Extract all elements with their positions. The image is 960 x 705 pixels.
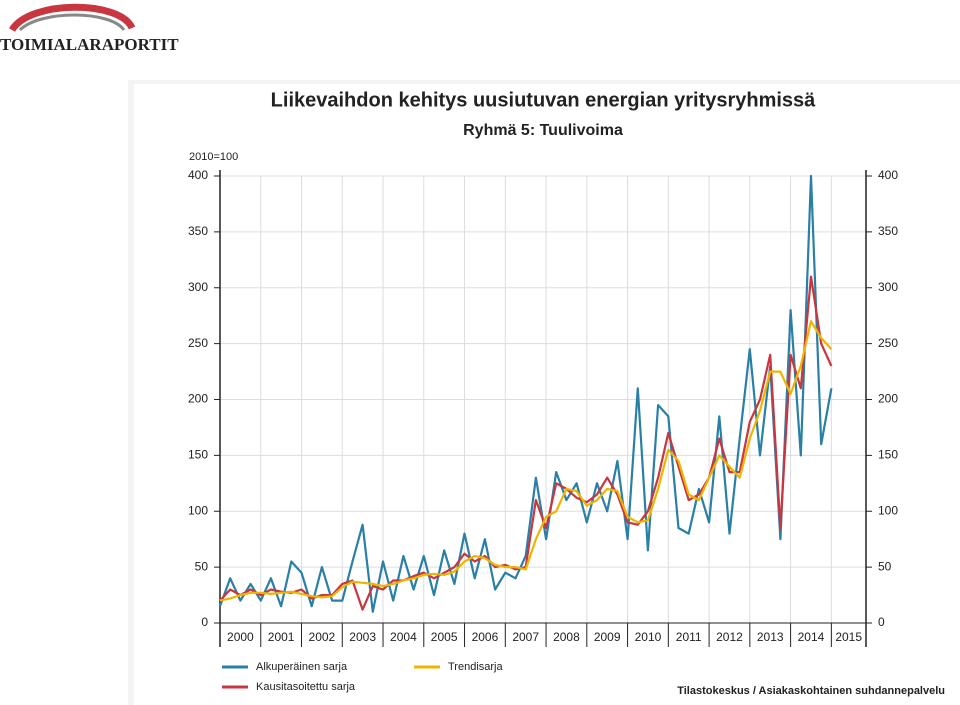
legend-label: Alkuperäinen sarja [256, 661, 348, 673]
y2-tick-label: 0 [878, 615, 885, 629]
legend-label: Trendisarja [448, 661, 503, 673]
x-tick-label: 2010 [635, 630, 662, 644]
source: Tilastokeskus / Asiakaskohtainen suhdann… [677, 685, 945, 697]
y-tick-label: 100 [188, 503, 208, 517]
y-tick-label: 50 [195, 559, 209, 573]
x-tick-label: 2008 [553, 630, 580, 644]
y2-tick-label: 150 [878, 448, 898, 462]
y-tick-label: 350 [188, 224, 208, 238]
chart-title: Liikevaihdon kehitys uusiutuvan energian… [271, 89, 817, 111]
y2-tick-label: 250 [878, 336, 898, 350]
y-tick-label: 250 [188, 336, 208, 350]
y2-tick-label: 50 [878, 559, 892, 573]
series-line [219, 320, 833, 602]
x-tick-label: 2001 [268, 630, 295, 644]
x-tick-label: 2013 [757, 630, 784, 644]
y2-tick-label: 400 [878, 168, 898, 182]
logo-text: TOIMIALARAPORTIT [0, 35, 179, 54]
x-tick-label: 2009 [594, 630, 621, 644]
y2-tick-label: 350 [878, 224, 898, 238]
y2-tick-label: 100 [878, 503, 898, 517]
x-tick-label: 2003 [349, 630, 376, 644]
logo-arc [18, 13, 126, 32]
x-tick-label: 2000 [227, 630, 254, 644]
chart-subtitle: Ryhmä 5: Tuulivoima [463, 122, 623, 139]
x-tick-label: 2015 [835, 630, 862, 644]
x-tick-label: 2006 [472, 630, 499, 644]
y2-tick-label: 300 [878, 280, 898, 294]
x-tick-label: 2005 [431, 630, 458, 644]
y-tick-label: 150 [188, 448, 208, 462]
legend-label: Kausitasoitettu sarja [256, 681, 356, 693]
y-tick-label: 300 [188, 280, 208, 294]
x-tick-label: 2002 [309, 630, 336, 644]
y-axis-label: 2010=100 [189, 151, 238, 163]
panel [134, 84, 960, 705]
y2-tick-label: 200 [878, 392, 898, 406]
x-tick-label: 2014 [798, 630, 825, 644]
x-tick-label: 2004 [390, 630, 417, 644]
y-tick-label: 200 [188, 392, 208, 406]
x-tick-label: 2007 [512, 630, 539, 644]
y-tick-label: 0 [201, 615, 208, 629]
series-line [218, 174, 833, 613]
x-tick-label: 2012 [716, 630, 743, 644]
logo-arc [9, 3, 136, 33]
x-tick-label: 2011 [676, 630, 702, 644]
y-tick-label: 400 [188, 168, 208, 182]
